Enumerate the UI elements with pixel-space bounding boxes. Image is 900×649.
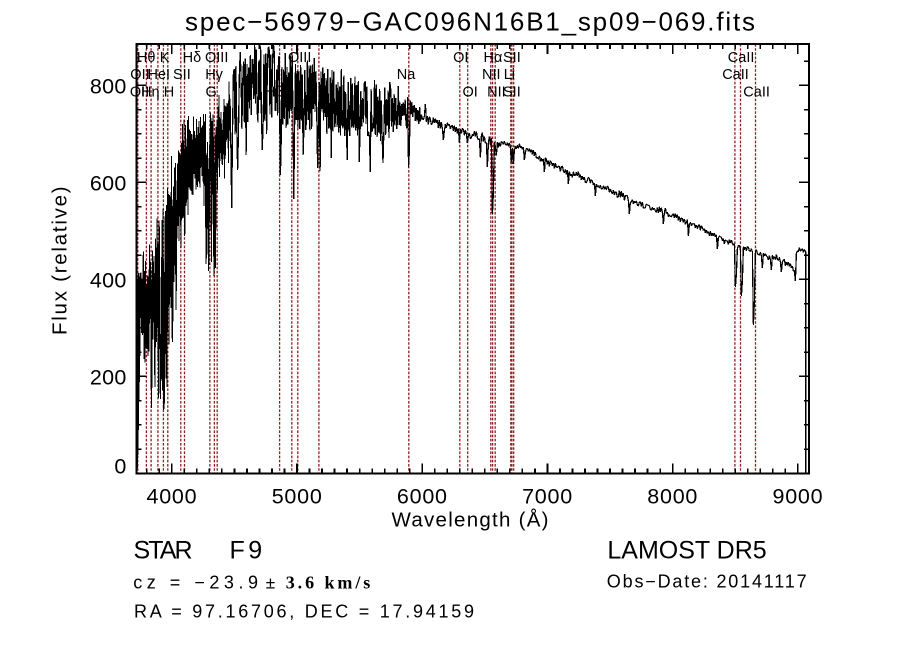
svg-text:Li: Li (504, 67, 515, 83)
svg-text:600: 600 (90, 171, 127, 195)
svg-text:CaII: CaII (743, 85, 770, 101)
svg-text:H: H (164, 85, 174, 101)
svg-text:NII: NII (487, 85, 506, 101)
svg-text:9000: 9000 (773, 485, 824, 509)
svg-text:CaII: CaII (728, 50, 755, 66)
svg-text:G: G (206, 85, 217, 101)
svg-text:RA = 97.16706, DEC = 17.9415: RA = 97.16706, DEC = 17.94159 (134, 602, 474, 622)
svg-text:CaII: CaII (722, 67, 749, 83)
svg-text:0: 0 (114, 455, 126, 479)
svg-text:5000: 5000 (272, 485, 323, 509)
svg-text:OII: OII (130, 85, 149, 101)
svg-text:Hα: Hα (484, 50, 503, 66)
svg-text:NII: NII (482, 67, 501, 83)
svg-text:± 3.6 km/s: ± 3.6 km/s (266, 573, 371, 593)
svg-text:Hβ: Hβ (265, 85, 284, 101)
svg-text:OIII: OIII (205, 50, 228, 66)
svg-text:OI: OI (463, 85, 478, 101)
svg-text:Wavelength (Å): Wavelength (Å) (392, 509, 549, 532)
svg-text:SII: SII (173, 67, 191, 83)
svg-text:HeI: HeI (148, 67, 171, 83)
svg-text:SII: SII (503, 50, 521, 66)
svg-text:Obs−Date: 20141117: Obs−Date: 20141117 (607, 572, 807, 592)
svg-text:Na: Na (397, 67, 416, 83)
svg-text:OI: OI (453, 50, 468, 66)
svg-text:SII: SII (503, 85, 521, 101)
svg-text:cz = −23.9: cz = −23.9 (133, 573, 258, 593)
svg-text:Hγ: Hγ (205, 67, 223, 83)
svg-text:8000: 8000 (647, 485, 698, 509)
svg-text:Hη: Hη (141, 85, 160, 101)
svg-text:Hθ: Hθ (137, 50, 156, 66)
svg-text:Flux (relative): Flux (relative) (49, 186, 72, 335)
svg-text:6000: 6000 (397, 485, 448, 509)
svg-text:spec−56979−GAC096N16B1_sp09−06: spec−56979−GAC096N16B1_sp09−069.fits (185, 7, 755, 37)
svg-text:200: 200 (90, 365, 127, 389)
svg-text:OII: OII (130, 67, 149, 83)
svg-text:800: 800 (90, 74, 127, 98)
svg-text:LAMOST DR5: LAMOST DR5 (607, 537, 766, 565)
svg-text:400: 400 (90, 268, 127, 292)
svg-text:7000: 7000 (522, 485, 573, 509)
svg-text:STAR: STAR (134, 537, 193, 565)
svg-text:OIII: OIII (288, 50, 311, 66)
svg-text:Hδ: Hδ (183, 50, 202, 66)
svg-text:K: K (160, 50, 170, 66)
svg-text:4000: 4000 (147, 485, 198, 509)
